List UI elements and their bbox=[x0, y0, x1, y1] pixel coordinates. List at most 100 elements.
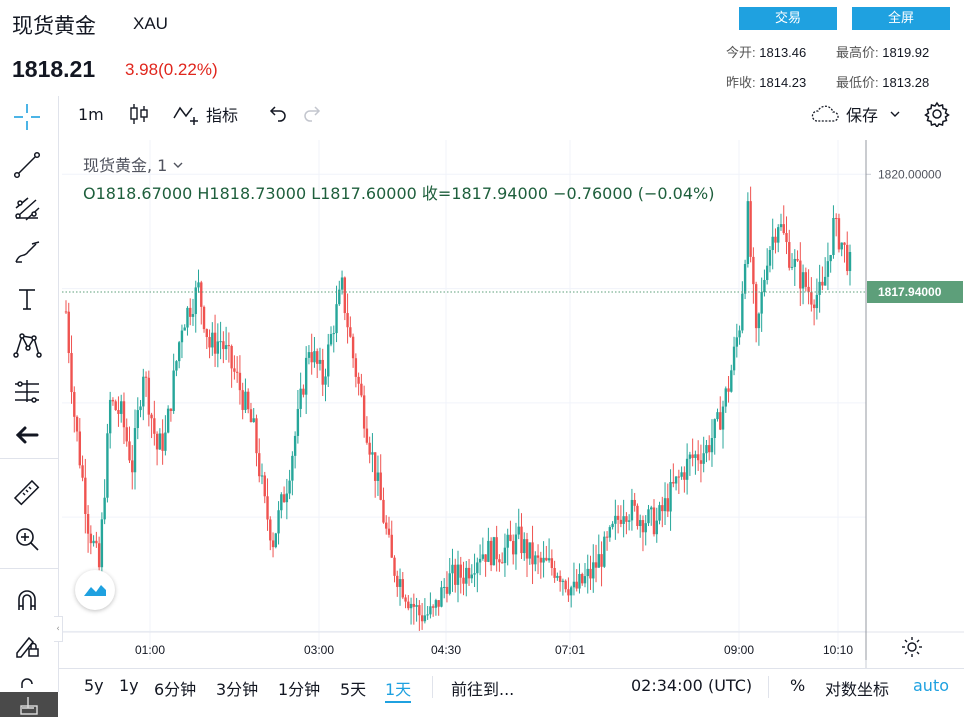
candle bbox=[288, 469, 291, 500]
candle bbox=[647, 504, 650, 527]
candle bbox=[454, 558, 457, 593]
ruler-icon[interactable] bbox=[8, 476, 46, 510]
candle bbox=[823, 257, 827, 286]
lock-icon[interactable] bbox=[8, 672, 46, 706]
candle bbox=[371, 433, 374, 473]
brush-icon[interactable] bbox=[8, 236, 46, 270]
candle bbox=[741, 281, 744, 334]
candle bbox=[285, 478, 289, 520]
indicators-icon bbox=[173, 106, 198, 125]
back-arrow-icon[interactable] bbox=[8, 418, 46, 452]
range-button-4[interactable]: 1分钟 bbox=[278, 680, 321, 699]
candle bbox=[440, 580, 443, 608]
candle bbox=[299, 372, 302, 418]
candle bbox=[696, 440, 700, 471]
candle bbox=[246, 388, 250, 414]
candle bbox=[487, 527, 490, 563]
candle bbox=[807, 269, 810, 305]
candle bbox=[738, 325, 741, 345]
range-button-6[interactable]: 1天 bbox=[385, 676, 412, 703]
prediction-icon[interactable] bbox=[8, 374, 46, 408]
candle bbox=[150, 412, 153, 439]
candle bbox=[594, 544, 598, 583]
candle bbox=[95, 531, 98, 548]
low-stat: 最低价: 1813.28 bbox=[836, 75, 930, 90]
candle bbox=[542, 541, 545, 578]
candle bbox=[550, 549, 554, 576]
candle bbox=[746, 192, 750, 268]
candle bbox=[821, 266, 824, 291]
candle bbox=[420, 602, 424, 630]
candle bbox=[627, 514, 631, 531]
candle-type-icon[interactable] bbox=[128, 100, 150, 128]
save-button[interactable]: 保存 bbox=[809, 100, 902, 128]
goto-date-button[interactable]: 前往到... bbox=[451, 680, 515, 699]
range-button-5[interactable]: 5天 bbox=[340, 680, 367, 699]
lock-drawing-icon[interactable] bbox=[8, 628, 46, 662]
candle bbox=[445, 571, 449, 603]
utc-time[interactable]: 02:34:00 (UTC) bbox=[631, 676, 753, 695]
undo-icon[interactable] bbox=[266, 100, 288, 128]
candle bbox=[327, 333, 330, 388]
candle bbox=[111, 397, 115, 406]
trade-button[interactable]: 交易 bbox=[739, 7, 837, 30]
lock-overlay-icon bbox=[0, 692, 58, 717]
candle bbox=[197, 269, 200, 293]
candle bbox=[164, 415, 167, 456]
instrument-symbol: XAU bbox=[133, 14, 168, 33]
candle bbox=[517, 508, 520, 540]
range-button-1[interactable]: 1y bbox=[119, 676, 139, 695]
redo-icon[interactable] bbox=[302, 100, 324, 128]
candle bbox=[241, 382, 244, 420]
crosshair-icon[interactable] bbox=[8, 100, 46, 134]
auto-scale-button[interactable]: auto bbox=[913, 676, 950, 695]
candle bbox=[749, 186, 752, 263]
legend-symbol[interactable]: 现货黄金, 1 bbox=[83, 152, 184, 176]
scale-settings-icon[interactable] bbox=[900, 635, 924, 663]
tradingview-logo-icon[interactable] bbox=[75, 570, 115, 610]
candle bbox=[177, 340, 181, 369]
candle bbox=[349, 316, 352, 338]
interval-selector[interactable]: 1m bbox=[78, 104, 104, 124]
candle bbox=[810, 277, 813, 312]
collapse-toolbar-handle[interactable]: ‹ bbox=[54, 616, 63, 642]
candle bbox=[644, 515, 647, 546]
pattern-icon[interactable] bbox=[8, 328, 46, 362]
candle bbox=[699, 444, 703, 483]
candle bbox=[636, 503, 639, 530]
candle bbox=[307, 345, 311, 365]
candle bbox=[351, 333, 355, 368]
candle bbox=[812, 299, 816, 326]
legend-ohlc: O1818.67000 H1818.73000 L1817.60000 收=18… bbox=[83, 184, 715, 203]
range-button-0[interactable]: 5y bbox=[84, 676, 104, 695]
range-button-3[interactable]: 3分钟 bbox=[216, 680, 259, 699]
percent-scale-button[interactable]: % bbox=[790, 676, 806, 695]
settings-gear-icon[interactable] bbox=[924, 100, 950, 128]
candle bbox=[561, 578, 565, 596]
log-scale-button[interactable]: 对数坐标 bbox=[825, 680, 890, 699]
candle bbox=[293, 431, 297, 469]
candle bbox=[343, 276, 347, 321]
fullscreen-button[interactable]: 全屏 bbox=[852, 7, 950, 30]
text-tool-icon[interactable] bbox=[8, 282, 46, 316]
candle bbox=[556, 572, 559, 581]
candle bbox=[459, 556, 462, 594]
candle bbox=[73, 386, 76, 433]
pitchfork-icon[interactable] bbox=[8, 192, 46, 226]
candle bbox=[638, 514, 642, 538]
candle bbox=[202, 305, 206, 333]
candle bbox=[230, 344, 233, 388]
indicators-label: 指标 bbox=[206, 106, 239, 125]
candle bbox=[103, 479, 106, 525]
candle bbox=[713, 418, 716, 455]
candle bbox=[708, 435, 711, 461]
magnet-icon[interactable] bbox=[8, 584, 46, 618]
range-button-2[interactable]: 6分钟 bbox=[154, 680, 197, 699]
candle bbox=[832, 205, 835, 259]
candle bbox=[211, 322, 214, 356]
zoom-in-icon[interactable] bbox=[8, 522, 46, 556]
indicators-button[interactable]: 指标 bbox=[172, 100, 238, 128]
trend-line-icon[interactable] bbox=[8, 148, 46, 182]
high-stat: 最高价: 1819.92 bbox=[836, 45, 930, 60]
